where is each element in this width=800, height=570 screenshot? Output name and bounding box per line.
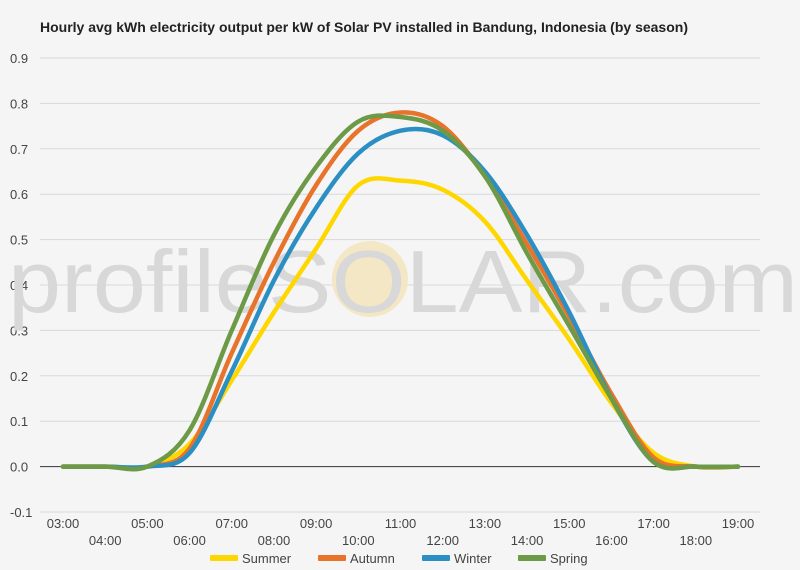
x-tick-label: 10:00 <box>342 533 375 548</box>
x-tick-label: 05:00 <box>131 516 164 531</box>
x-tick-label: 15:00 <box>553 516 586 531</box>
legend-swatch-spring <box>518 555 546 561</box>
y-tick-label: 0.0 <box>10 460 28 475</box>
x-tick-label: 06:00 <box>173 533 206 548</box>
x-tick-label: 19:00 <box>722 516 755 531</box>
x-tick-label: 04:00 <box>89 533 122 548</box>
legend-label-winter: Winter <box>454 551 492 566</box>
x-tick-label: 03:00 <box>47 516 80 531</box>
legend-label-autumn: Autumn <box>350 551 395 566</box>
x-tick-label: 18:00 <box>680 533 713 548</box>
y-tick-label: 0.7 <box>10 142 28 157</box>
x-tick-label: 09:00 <box>300 516 333 531</box>
series-line-spring <box>60 113 741 472</box>
x-tick-label: 16:00 <box>595 533 628 548</box>
y-tick-label: 0.1 <box>10 414 28 429</box>
chart-title: Hourly avg kWh electricity output per kW… <box>40 19 688 35</box>
x-tick-label: 14:00 <box>511 533 544 548</box>
watermark: profileSOLAR.com <box>8 232 798 331</box>
legend-swatch-autumn <box>318 555 346 561</box>
x-tick-label: 13:00 <box>469 516 502 531</box>
y-tick-label: 0.6 <box>10 187 28 202</box>
x-tick-label: 17:00 <box>637 516 670 531</box>
watermark-sun-icon <box>332 241 408 317</box>
legend-swatch-winter <box>422 555 450 561</box>
y-tick-label: 0.4 <box>10 278 28 293</box>
legend-label-summer: Summer <box>242 551 292 566</box>
watermark-text: profileSOLAR.com <box>8 232 798 331</box>
y-tick-label: 0.3 <box>10 323 28 338</box>
legend-swatch-summer <box>210 555 238 561</box>
x-tick-label: 11:00 <box>385 516 417 531</box>
x-tick-label: 08:00 <box>258 533 291 548</box>
y-tick-label: 0.2 <box>10 369 28 384</box>
x-tick-label: 12:00 <box>426 533 459 548</box>
y-tick-label: 0.9 <box>10 51 28 66</box>
y-tick-label: 0.8 <box>10 96 28 111</box>
y-tick-label: -0.1 <box>10 505 32 520</box>
gridlines <box>40 57 760 513</box>
y-tick-label: 0.5 <box>10 233 28 248</box>
legend-label-spring: Spring <box>550 551 588 566</box>
x-tick-label: 07:00 <box>215 516 248 531</box>
series-line-autumn <box>60 110 741 471</box>
